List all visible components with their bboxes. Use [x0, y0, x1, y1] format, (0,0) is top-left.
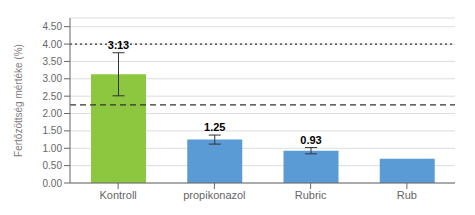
svg-text:Rub: Rub [397, 189, 417, 201]
svg-text:Kontroll: Kontroll [99, 189, 136, 201]
svg-text:1.25: 1.25 [204, 121, 225, 133]
svg-text:propikonazol: propikonazol [183, 189, 245, 201]
svg-text:1.50: 1.50 [43, 125, 63, 136]
svg-text:3.13: 3.13 [108, 39, 129, 51]
svg-text:4.00: 4.00 [43, 39, 63, 50]
svg-text:3.00: 3.00 [43, 73, 63, 84]
svg-text:0.93: 0.93 [300, 134, 321, 146]
svg-text:0.00: 0.00 [43, 178, 63, 189]
svg-text:1.00: 1.00 [43, 143, 63, 154]
svg-text:2.50: 2.50 [43, 91, 63, 102]
svg-text:Fertőzöttség mértéke (%): Fertőzöttség mértéke (%) [13, 44, 24, 157]
svg-text:2.00: 2.00 [43, 108, 63, 119]
svg-text:Rubric: Rubric [295, 189, 327, 201]
svg-text:3.50: 3.50 [43, 56, 63, 67]
svg-text:0.50: 0.50 [43, 160, 63, 171]
svg-text:4.50: 4.50 [43, 21, 63, 32]
